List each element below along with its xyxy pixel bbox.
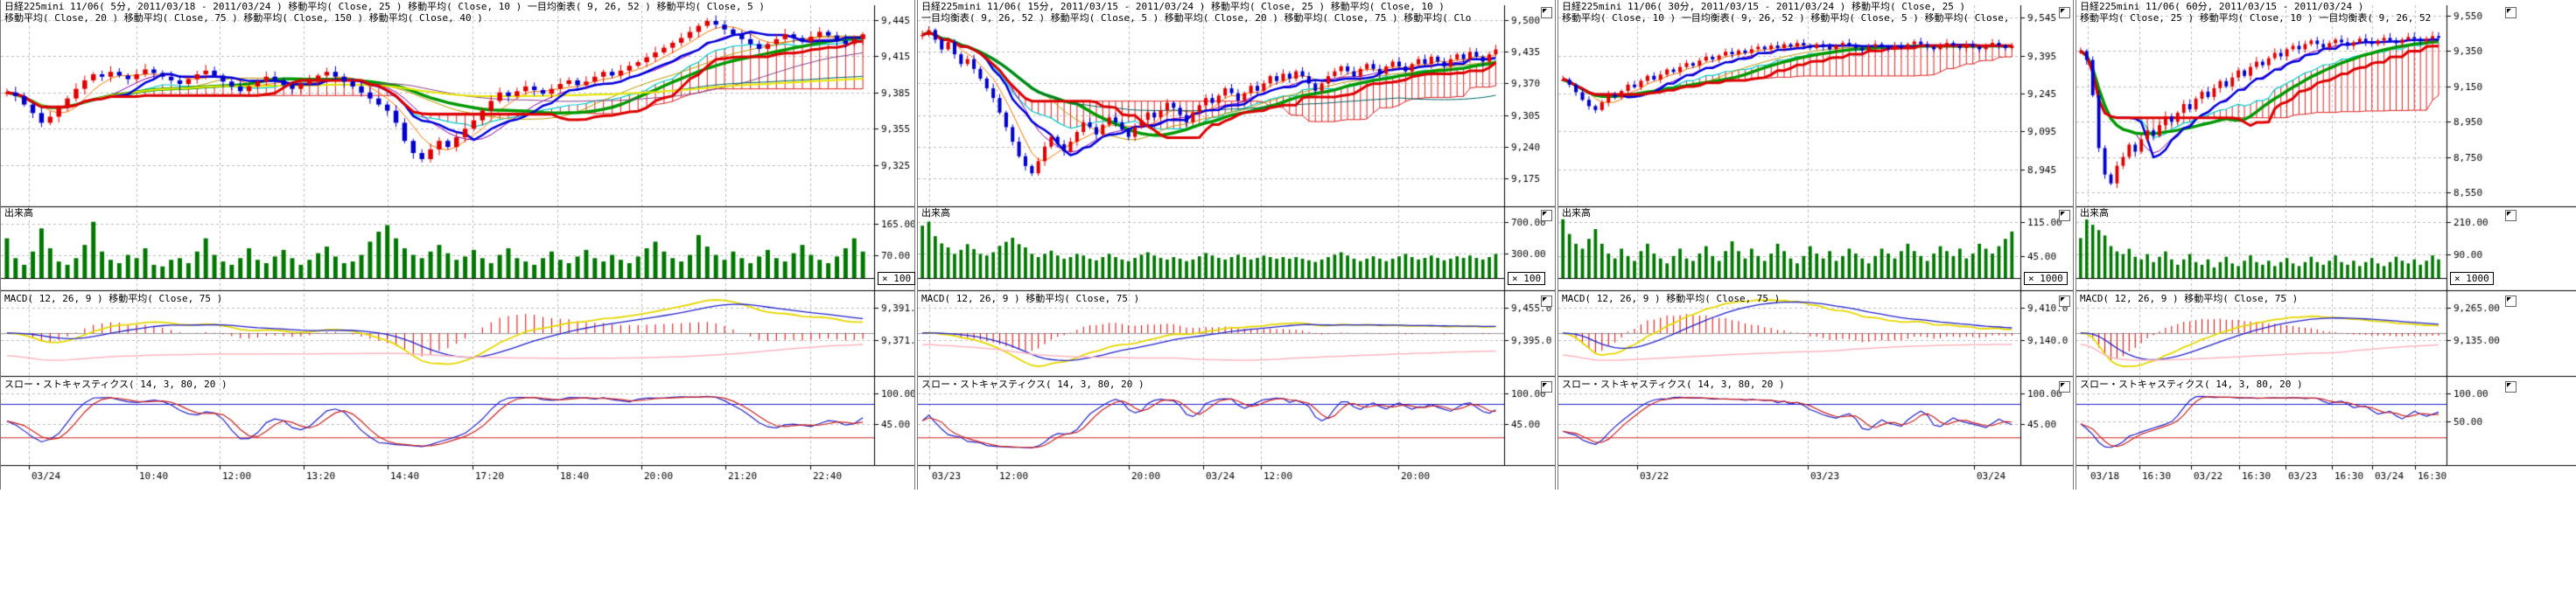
stochastics-section-label: スロー・ストキャスティクス( 14, 3, 80, 20 ) (4, 379, 228, 390)
macd-section-label: MACD( 12, 26, 9 ) 移動平均( Close, 75 ) (921, 293, 1140, 304)
chart-canvas-30min[interactable] (1558, 0, 2073, 486)
axis-scale-icon[interactable] (1541, 296, 1552, 307)
chart-window-5min: 日経225mini 11/06( 5分, 2011/03/18 - 2011/0… (0, 0, 916, 490)
chart-window-15min: 日経225mini 11/06( 15分, 2011/03/15 - 2011/… (917, 0, 1556, 490)
macd-section-label: MACD( 12, 26, 9 ) 移動平均( Close, 75 ) (1562, 293, 1781, 304)
chart-window-30min: 日経225mini 11/06( 30分, 2011/03/15 - 2011/… (1558, 0, 2074, 490)
volume-section-label: 出来高 (2080, 207, 2109, 219)
stochastics-section-label: スロー・ストキャスティクス( 14, 3, 80, 20 ) (921, 379, 1144, 390)
axis-scale-icon[interactable] (2059, 210, 2070, 221)
volume-section-label: 出来高 (4, 207, 33, 219)
stochastics-section-label: スロー・ストキャスティクス( 14, 3, 80, 20 ) (2080, 379, 2303, 390)
axis-scale-icon[interactable] (2059, 7, 2070, 18)
macd-section-label: MACD( 12, 26, 9 ) 移動平均( Close, 75 ) (4, 293, 223, 304)
axis-scale-icon[interactable] (2505, 7, 2516, 18)
axis-scale-icon[interactable] (2059, 381, 2070, 393)
chart-legend-line2: 一目均衡表( 9, 26, 52 ) 移動平均( Close, 5 ) 移動平均… (921, 12, 1472, 24)
chart-title: 日経225mini 11/06( 15分, 2011/03/15 - 2011/… (921, 1, 1445, 12)
volume-multiplier-badge: × 100 (878, 272, 916, 285)
chart-canvas-15min[interactable] (918, 0, 1555, 486)
chart-canvas-5min[interactable] (1, 0, 914, 486)
axis-scale-icon[interactable] (2505, 210, 2516, 221)
chart-legend-line2: 移動平均( Close, 25 ) 移動平均( Close, 10 ) 一目均衡… (2080, 12, 2432, 24)
axis-scale-icon[interactable] (2505, 296, 2516, 307)
axis-scale-icon[interactable] (2059, 296, 2070, 307)
axis-scale-icon[interactable] (1541, 381, 1552, 393)
macd-section-label: MACD( 12, 26, 9 ) 移動平均( Close, 75 ) (2080, 293, 2299, 304)
volume-section-label: 出来高 (921, 207, 950, 219)
chart-legend-line2: 移動平均( Close, 20 ) 移動平均( Close, 75 ) 移動平均… (4, 12, 483, 24)
axis-scale-icon[interactable] (2505, 381, 2516, 393)
stochastics-section-label: スロー・ストキャスティクス( 14, 3, 80, 20 ) (1562, 379, 1785, 390)
chart-title: 日経225mini 11/06( 5分, 2011/03/18 - 2011/0… (4, 1, 766, 12)
volume-section-label: 出来高 (1562, 207, 1591, 219)
chart-title: 日経225mini 11/06( 60分, 2011/03/15 - 2011/… (2080, 1, 2364, 12)
volume-multiplier-badge: × 100 (1508, 272, 1546, 285)
chart-title: 日経225mini 11/06( 30分, 2011/03/15 - 2011/… (1562, 1, 1966, 12)
volume-multiplier-badge: × 1000 (2450, 272, 2494, 285)
axis-scale-icon[interactable] (1541, 210, 1552, 221)
axis-scale-icon[interactable] (1541, 7, 1552, 18)
volume-multiplier-badge: × 1000 (2024, 272, 2068, 285)
chart-canvas-60min[interactable] (2076, 0, 2576, 486)
chart-legend-line2: 移動平均( Close, 10 ) 一目均衡表( 9, 26, 52 ) 移動平… (1562, 12, 2010, 24)
chart-window-60min: 日経225mini 11/06( 60分, 2011/03/15 - 2011/… (2076, 0, 2576, 490)
